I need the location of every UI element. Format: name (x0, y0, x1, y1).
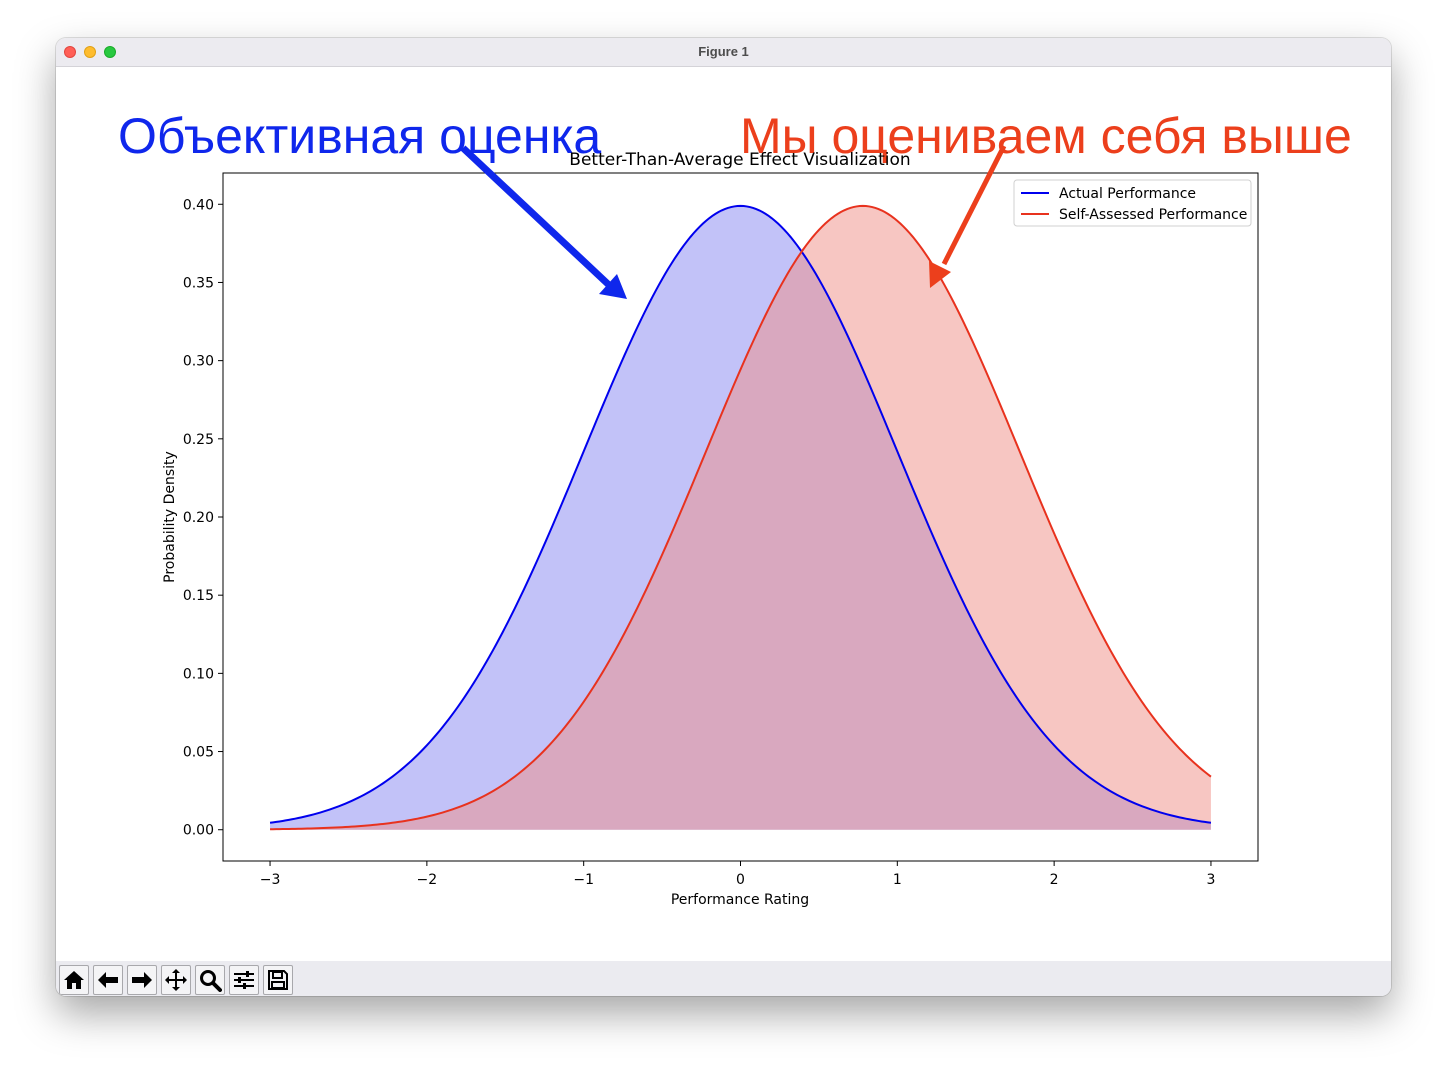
y-tick-label: 0.35 (183, 275, 214, 291)
annotation-self-higher: Мы оцениваем себя выше (740, 108, 1352, 164)
zoom-button[interactable] (195, 965, 225, 995)
red-arrow-shaft (941, 144, 1007, 266)
chart-svg: −3 −2 −1 0 1 2 3 0.000.050.100.150.200.250.300… (162, 144, 1259, 908)
legend-box (1013, 179, 1252, 227)
annotation-objective: Объективная оценка (118, 108, 602, 164)
home-icon (64, 971, 84, 989)
x-tick-label: 2 (1050, 872, 1059, 888)
y-tick-label: 0.40 (183, 197, 214, 213)
pan-icon (165, 969, 187, 991)
legend-label-actual: Actual Performance (1059, 186, 1196, 202)
y-tick-label: 0.10 (183, 666, 214, 682)
back-button[interactable] (93, 965, 123, 995)
forward-icon (132, 972, 152, 988)
y-tick-label: 0.20 (183, 510, 214, 526)
pan-button[interactable] (161, 965, 191, 995)
chart-title: Better-Than-Average Effect Visualization (569, 150, 910, 170)
figure-window: Figure 1 Объективная оценка Мы оцениваем… (56, 38, 1391, 996)
y-tick-label: 0.15 (183, 588, 214, 604)
red-arrow-head (929, 261, 951, 288)
y-axis-label: Probability Density (162, 451, 178, 583)
x-axis-label: Performance Rating (671, 892, 809, 908)
series-fill-1 (270, 205, 1211, 830)
x-tick-label: 1 (893, 872, 902, 888)
series-line-0 (269, 204, 1212, 824)
back-icon (98, 972, 118, 988)
y-tick-label: 0.25 (183, 432, 214, 448)
series-lines (269, 204, 1212, 831)
save-icon (268, 970, 288, 990)
legend-label-self-assessed: Self-Assessed Performance (1059, 207, 1247, 223)
home-button[interactable] (59, 965, 89, 995)
x-ticks: −3 −2 −1 0 1 2 3 (260, 861, 1215, 888)
y-ticks: 0.00 0.05 0.10 0.15 0.20 0.25 0.30 0.35 0.40 (183, 197, 223, 839)
x-tick-label: −2 (417, 872, 438, 888)
minimize-window-button[interactable] (84, 46, 96, 58)
zoom-icon (200, 970, 222, 992)
title-bar: Figure 1 (56, 38, 1391, 67)
x-tick-label: −1 (573, 872, 594, 888)
y-tick-label: 0.00 (183, 823, 214, 839)
blue-arrow-shaft (460, 145, 612, 288)
save-button[interactable] (263, 965, 293, 995)
y-tick-label: 0.30 (183, 354, 214, 370)
figure-canvas: Объективная оценка Мы оцениваем себя выш… (56, 67, 1391, 961)
series-fills (270, 205, 1211, 830)
configure-subplots-button[interactable] (229, 965, 259, 995)
y-tick-label: 0.05 (183, 745, 214, 761)
blue-arrow-head (599, 274, 627, 299)
series-line-1 (270, 204, 1212, 831)
forward-button[interactable] (127, 965, 157, 995)
window-title: Figure 1 (698, 44, 749, 59)
configure-subplots-icon (234, 971, 254, 989)
annotation-arrows (460, 144, 1007, 299)
close-window-button[interactable] (64, 46, 76, 58)
legend: Actual Performance Self-Assessed Perform… (1013, 179, 1252, 227)
navigation-toolbar (56, 961, 1391, 996)
maximize-window-button[interactable] (104, 46, 116, 58)
x-tick-label: 3 (1206, 872, 1215, 888)
x-tick-label: 0 (736, 872, 745, 888)
x-tick-label: −3 (260, 872, 281, 888)
